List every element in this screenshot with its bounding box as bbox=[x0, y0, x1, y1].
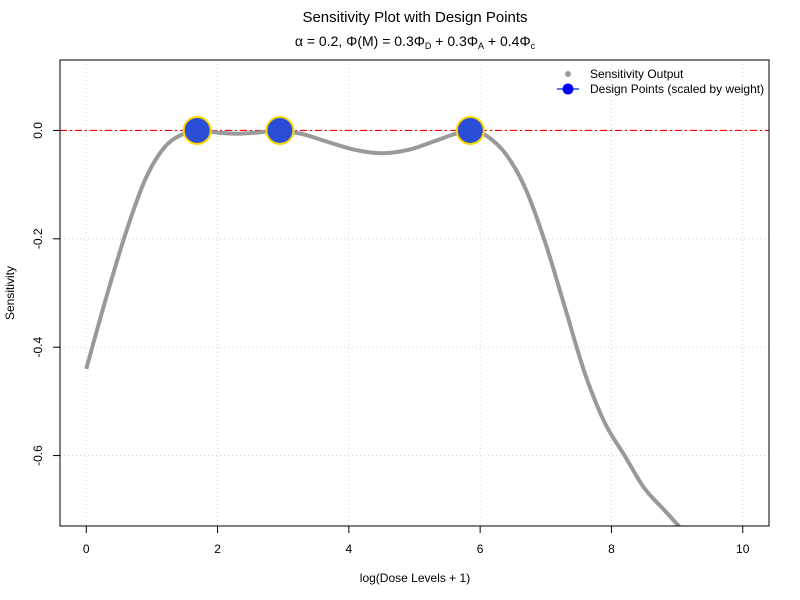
subtitle-prefix: α = 0.2, Φ(M) = 0.3Φ bbox=[295, 33, 425, 49]
x-tick-label-1: 2 bbox=[214, 542, 221, 556]
series-layer bbox=[84, 128, 682, 526]
grid bbox=[60, 60, 769, 526]
subtitle-mid1: + 0.3Φ bbox=[431, 33, 478, 49]
y-tick-label-0: 0.0 bbox=[31, 122, 45, 139]
design-point-0 bbox=[182, 115, 212, 145]
x-tick-label-2: 4 bbox=[346, 542, 353, 556]
y-tick-label-2: -0.4 bbox=[31, 337, 45, 358]
y-axis: 0.0 -0.2 -0.4 -0.6 bbox=[31, 122, 61, 466]
y-axis-label: Sensitivity bbox=[3, 266, 17, 320]
x-axis: 0 2 4 6 8 10 bbox=[83, 525, 750, 556]
x-tick-label-4: 8 bbox=[608, 542, 615, 556]
x-tick-label-3: 6 bbox=[477, 542, 484, 556]
design-points-layer bbox=[182, 115, 485, 145]
legend-label-design-points: Design Points (scaled by weight) bbox=[590, 82, 764, 96]
chart-title: Sensitivity Plot with Design Points bbox=[302, 9, 527, 26]
chart-subtitle: α = 0.2, Φ(M) = 0.3ΦD + 0.3ΦA + 0.4Φc bbox=[295, 33, 536, 51]
subtitle-mid2: + 0.4Φ bbox=[484, 33, 531, 49]
y-tick-label-3: -0.6 bbox=[31, 445, 45, 466]
legend-marker-design-points bbox=[562, 83, 574, 95]
subtitle-d-subscript: D bbox=[425, 41, 432, 51]
y-tick-label-1: -0.2 bbox=[31, 228, 45, 249]
subtitle-c-subscript: c bbox=[531, 41, 536, 51]
legend-marker-sensitivity bbox=[565, 71, 571, 77]
x-axis-label: log(Dose Levels + 1) bbox=[360, 571, 470, 585]
series-line-sensitivity-output bbox=[84, 128, 682, 526]
x-tick-label-0: 0 bbox=[83, 542, 90, 556]
legend-label-sensitivity: Sensitivity Output bbox=[590, 67, 684, 81]
legend: Sensitivity Output Design Points (scaled… bbox=[557, 67, 764, 96]
subtitle-a-subscript: A bbox=[478, 41, 484, 51]
design-point-1 bbox=[265, 115, 295, 145]
x-tick-label-5: 10 bbox=[736, 542, 750, 556]
design-point-2 bbox=[455, 115, 485, 145]
